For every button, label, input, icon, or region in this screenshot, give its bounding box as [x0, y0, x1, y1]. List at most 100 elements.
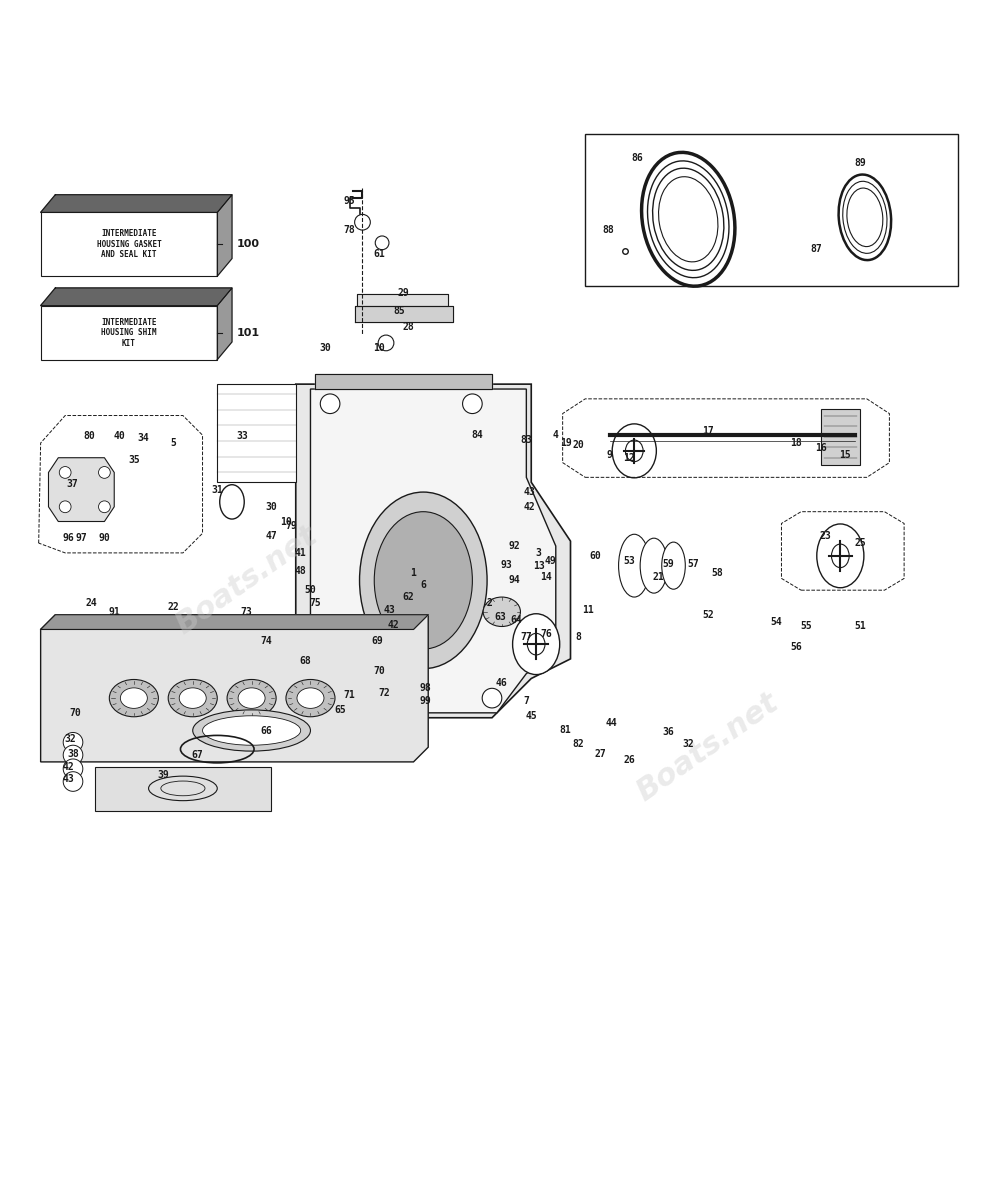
Text: 54: 54 [770, 617, 782, 626]
Text: 101: 101 [237, 328, 260, 337]
Text: 94: 94 [509, 575, 521, 586]
Circle shape [98, 467, 110, 479]
Text: 4: 4 [553, 430, 559, 440]
Polygon shape [585, 134, 958, 286]
Text: 97: 97 [76, 533, 88, 544]
Circle shape [482, 689, 502, 708]
Text: 91: 91 [108, 607, 120, 617]
Text: 67: 67 [192, 750, 204, 760]
Text: 42: 42 [388, 619, 400, 630]
Text: 59: 59 [663, 559, 674, 569]
Text: 96: 96 [62, 533, 74, 544]
Text: 66: 66 [261, 726, 273, 736]
Text: 55: 55 [800, 622, 812, 631]
Text: INTERMEDIATE
HOUSING GASKET
AND SEAL KIT: INTERMEDIATE HOUSING GASKET AND SEAL KIT [96, 229, 161, 259]
Text: 76: 76 [540, 629, 552, 640]
Text: 43: 43 [383, 605, 395, 614]
Text: 98: 98 [419, 683, 431, 694]
Polygon shape [354, 306, 453, 323]
Text: 13: 13 [533, 560, 545, 571]
Polygon shape [356, 294, 448, 306]
Ellipse shape [120, 688, 148, 708]
Text: 88: 88 [602, 226, 614, 235]
Text: 45: 45 [525, 710, 537, 721]
Text: 33: 33 [236, 431, 248, 442]
Polygon shape [217, 384, 296, 482]
Circle shape [63, 758, 83, 779]
Circle shape [378, 335, 394, 350]
Text: 5: 5 [170, 438, 176, 448]
Ellipse shape [619, 534, 650, 598]
Ellipse shape [817, 524, 864, 588]
Ellipse shape [238, 688, 265, 708]
Text: 27: 27 [594, 749, 606, 760]
Text: 35: 35 [128, 455, 140, 464]
Text: 81: 81 [560, 725, 572, 734]
Text: 68: 68 [300, 656, 312, 666]
Text: 87: 87 [810, 244, 822, 253]
Polygon shape [296, 384, 571, 718]
Circle shape [63, 732, 83, 752]
Circle shape [462, 394, 482, 414]
Ellipse shape [193, 710, 311, 751]
Text: 90: 90 [98, 533, 110, 544]
Text: 95: 95 [343, 196, 355, 205]
Text: 49: 49 [545, 556, 557, 565]
Polygon shape [40, 614, 428, 762]
Text: 41: 41 [295, 548, 307, 558]
Ellipse shape [626, 440, 644, 462]
Text: 64: 64 [511, 614, 523, 625]
Polygon shape [316, 374, 492, 389]
Text: 10: 10 [373, 343, 385, 353]
Ellipse shape [227, 679, 277, 716]
Text: 26: 26 [624, 755, 636, 764]
Polygon shape [40, 288, 232, 306]
Text: 85: 85 [393, 306, 404, 316]
Polygon shape [40, 306, 217, 360]
Text: 74: 74 [261, 636, 273, 647]
Text: 32: 32 [682, 739, 694, 749]
Text: 3: 3 [535, 548, 541, 558]
Text: 22: 22 [167, 602, 179, 612]
Polygon shape [94, 767, 272, 811]
Text: 28: 28 [402, 323, 414, 332]
Text: 34: 34 [138, 433, 150, 443]
Text: 31: 31 [212, 485, 223, 496]
Text: 42: 42 [523, 502, 535, 511]
Ellipse shape [374, 511, 472, 649]
Text: 1: 1 [410, 568, 416, 577]
Ellipse shape [527, 634, 545, 655]
Text: 93: 93 [501, 559, 513, 570]
Ellipse shape [297, 688, 324, 708]
Text: 57: 57 [687, 559, 699, 569]
Ellipse shape [662, 542, 685, 589]
Text: 24: 24 [86, 598, 97, 608]
Circle shape [59, 500, 71, 512]
Polygon shape [40, 194, 232, 212]
Ellipse shape [359, 492, 487, 668]
Text: 69: 69 [371, 636, 383, 647]
Circle shape [320, 394, 339, 414]
Text: 12: 12 [624, 452, 636, 463]
Text: 80: 80 [84, 431, 95, 442]
Text: Boats.net: Boats.net [632, 688, 784, 806]
Ellipse shape [109, 679, 158, 716]
Polygon shape [821, 409, 860, 464]
Ellipse shape [179, 688, 207, 708]
Text: 10: 10 [280, 516, 292, 527]
Polygon shape [217, 194, 232, 276]
Circle shape [98, 500, 110, 512]
Text: 47: 47 [266, 532, 277, 541]
Ellipse shape [168, 679, 217, 716]
Text: 43: 43 [62, 774, 74, 784]
Text: 30: 30 [320, 343, 331, 353]
Text: 38: 38 [67, 749, 79, 760]
Text: 15: 15 [839, 450, 851, 460]
Text: 65: 65 [334, 704, 345, 715]
Text: 61: 61 [373, 248, 385, 259]
Ellipse shape [286, 679, 335, 716]
Text: 99: 99 [419, 696, 431, 706]
Circle shape [375, 236, 389, 250]
Text: 23: 23 [820, 532, 831, 541]
Ellipse shape [831, 544, 849, 568]
